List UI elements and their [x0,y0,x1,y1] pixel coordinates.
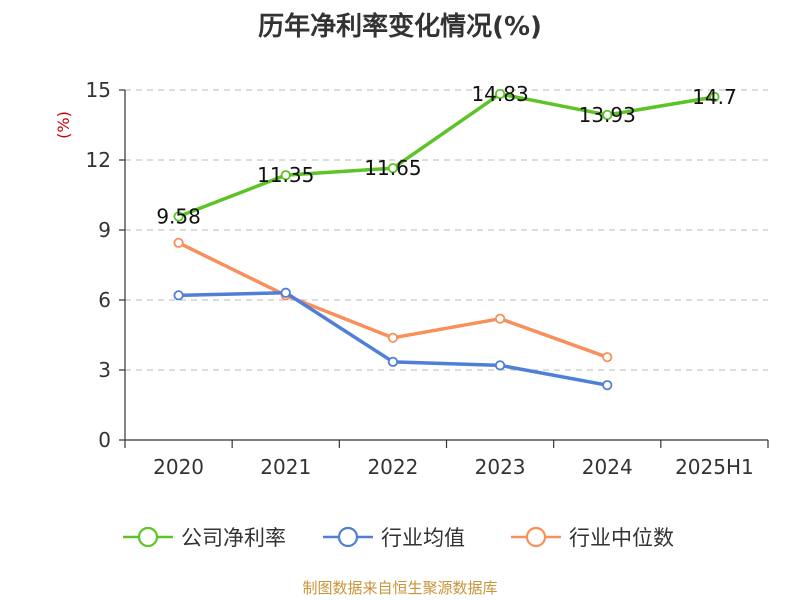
x-tick-label: 2023 [475,455,526,479]
data-label: 14.83 [471,82,528,106]
data-label: 13.93 [579,103,636,127]
data-label: 14.7 [692,85,737,109]
y-axis-label: (%) [54,111,73,139]
y-tick-label: 15 [86,78,111,102]
data-point [173,290,184,301]
data-label: 11.35 [257,163,314,187]
data-label: 11.65 [364,156,421,180]
y-tick-label: 12 [86,148,111,172]
data-point [602,352,613,363]
legend-label: 行业中位数 [569,526,674,550]
y-tick-label: 0 [98,428,111,452]
x-tick-label: 2021 [260,455,311,479]
x-tick-label: 2024 [582,455,633,479]
data-point [387,356,399,367]
y-tick-label: 3 [98,358,111,382]
legend-label: 公司净利率 [181,526,286,550]
y-tick-label: 9 [98,218,111,242]
data-point [387,332,399,343]
data-point [387,163,399,174]
x-tick-label: 2025H1 [675,455,754,479]
data-point [709,91,720,103]
data-point [602,109,613,121]
x-tick-label: 2022 [367,455,418,479]
source-note: 制图数据来自恒生聚源数据库 [302,579,498,597]
data-point [494,360,506,371]
legend-label: 行业均值 [381,526,465,550]
y-tick-label: 6 [98,288,111,312]
data-point [280,287,291,298]
data-label: 9.58 [156,204,201,228]
data-point [602,380,613,391]
legend-swatch-marker [137,526,159,548]
data-point [494,313,506,324]
data-point [280,170,291,181]
legend-swatch-marker [525,526,547,548]
legend-swatch-marker [337,526,359,548]
data-point [173,211,184,222]
x-tick-label: 2020 [153,455,204,479]
data-point [173,237,184,248]
chart-title: 历年净利率变化情况(%) [258,12,542,42]
series-line-0 [177,92,715,219]
data-point [494,88,506,100]
